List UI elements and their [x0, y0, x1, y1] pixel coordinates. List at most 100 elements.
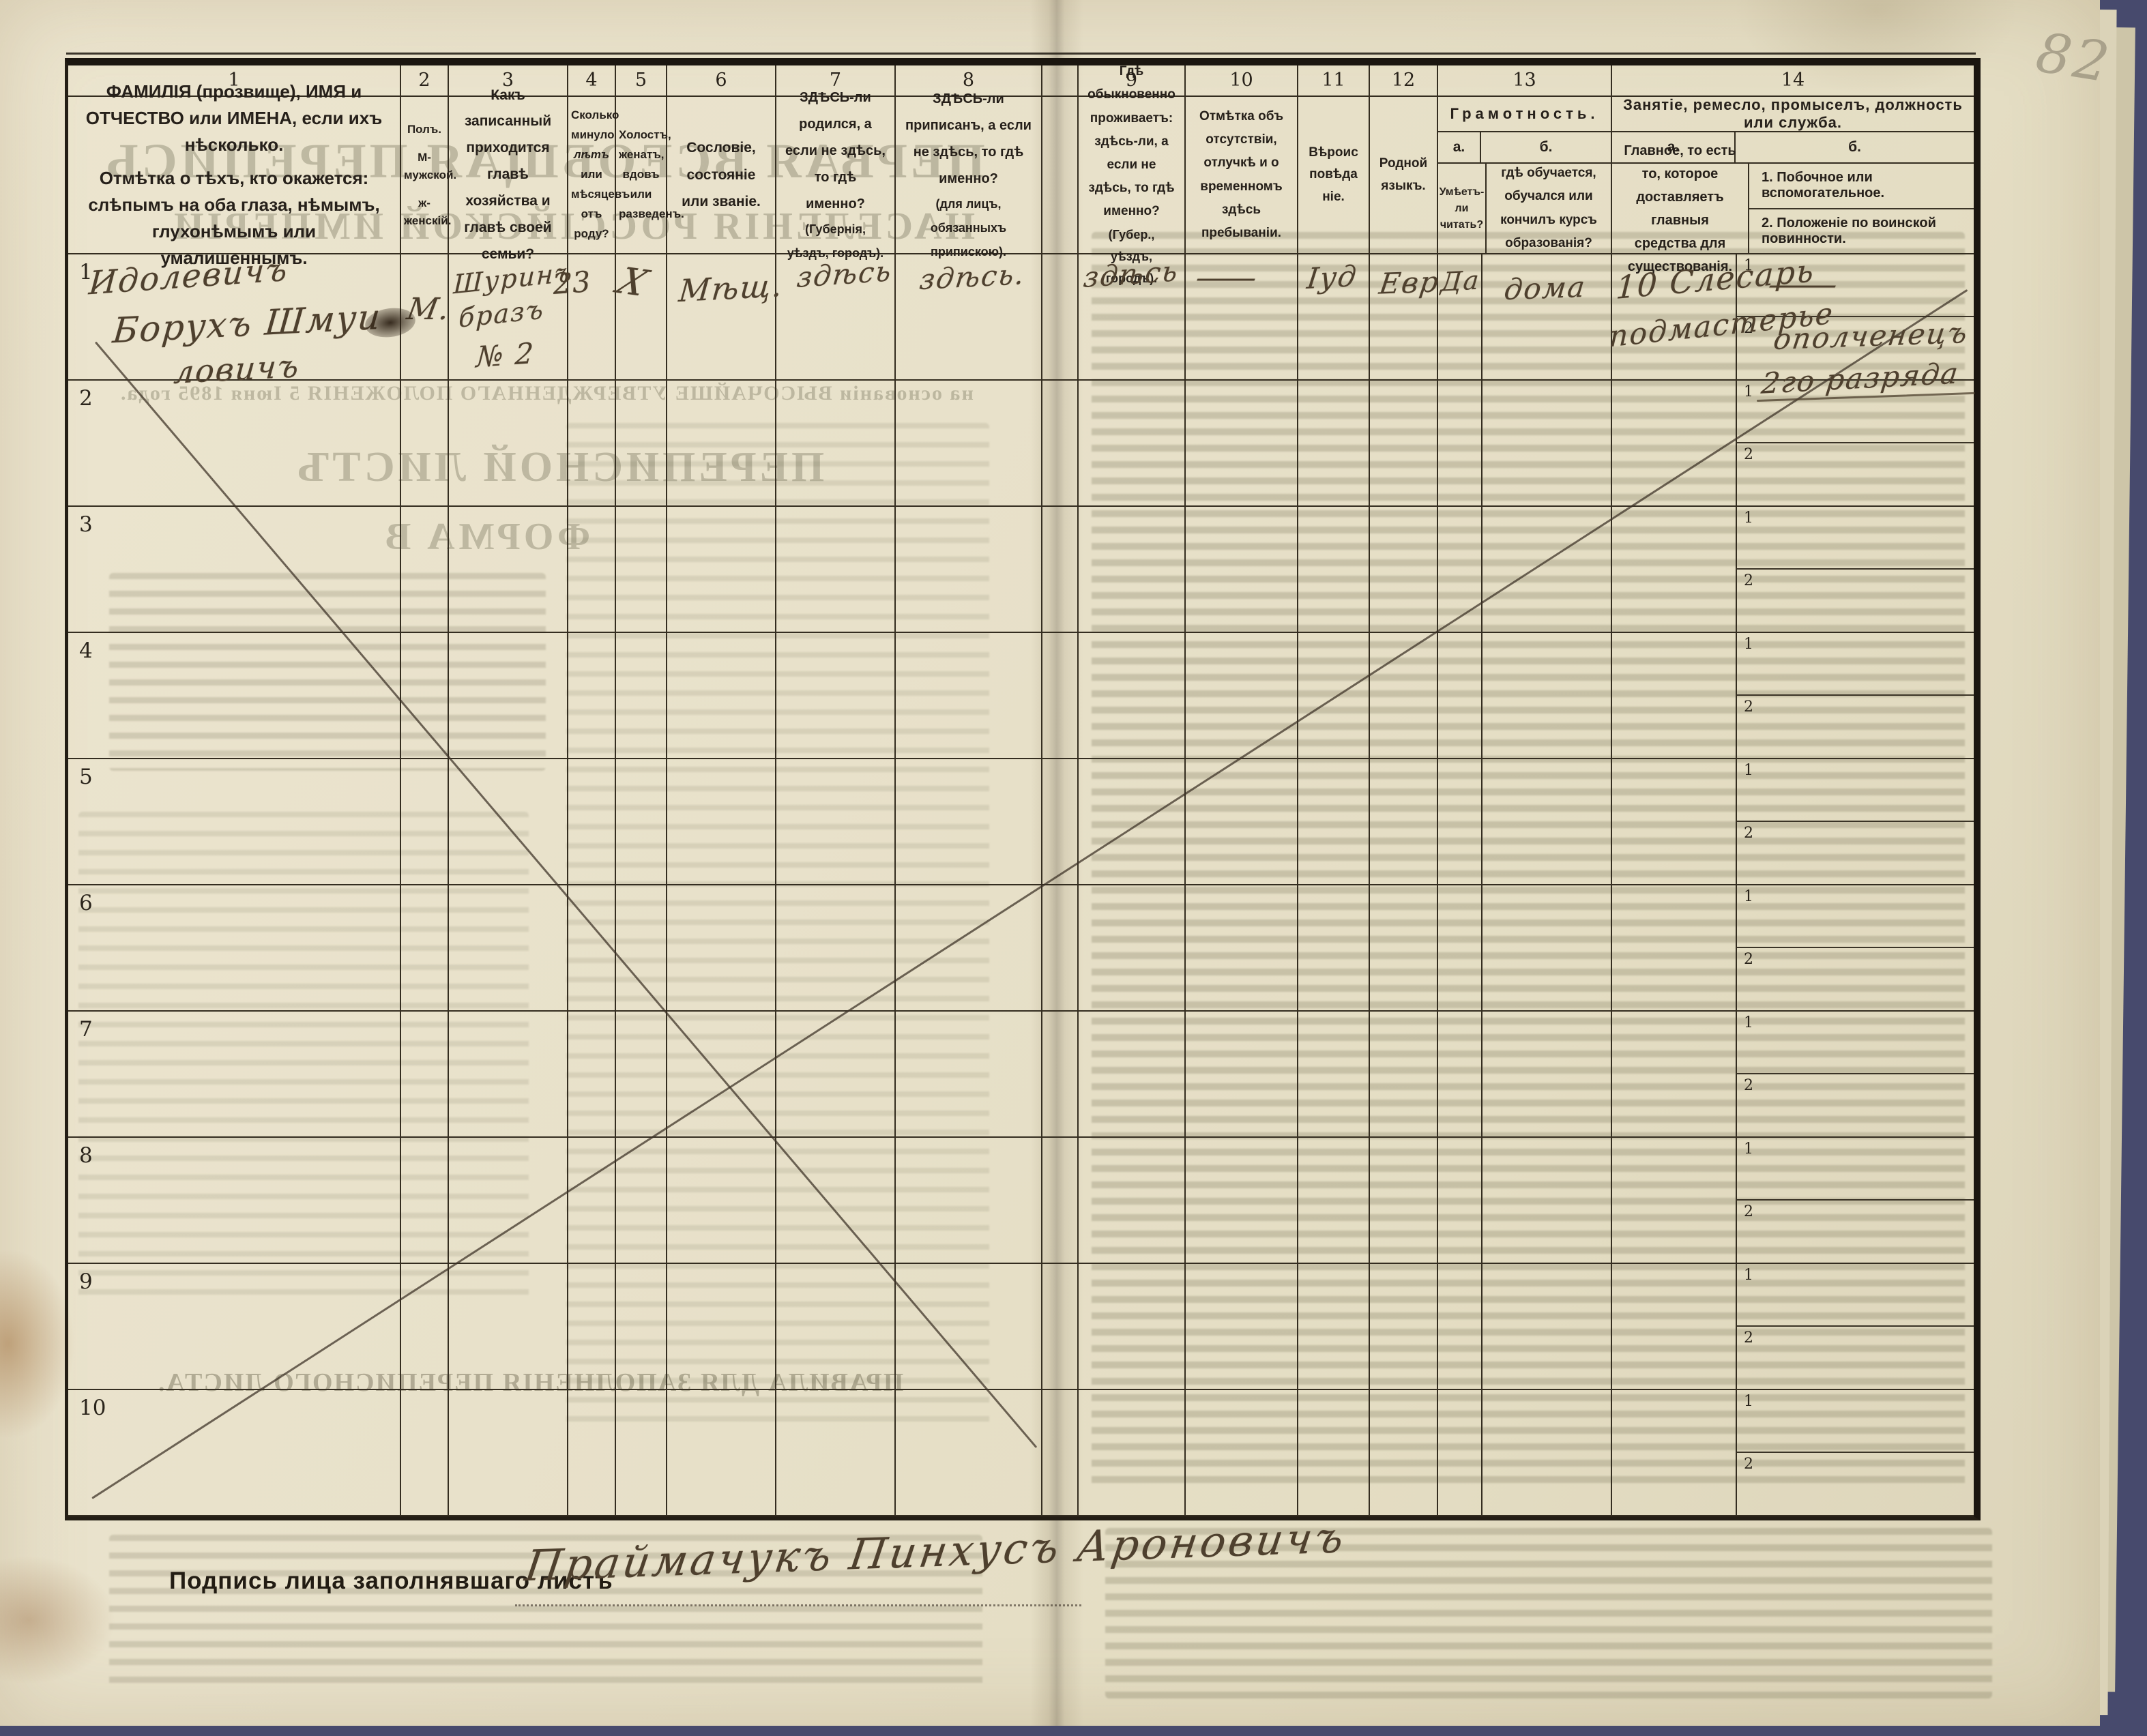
table-cell [1298, 507, 1370, 633]
table-cell [449, 885, 568, 1012]
column-2-female-code: ж-женскій. [404, 196, 452, 227]
table-cell [1612, 381, 1737, 507]
table-cell [1042, 507, 1079, 633]
table-cell [1079, 381, 1186, 507]
handwritten-relation: № 2 [475, 336, 536, 374]
name-cell-row-5: 5 [68, 759, 401, 885]
column-9-title: Гдѣ обыкновенно проживаетъ: здѣсь-ли, а … [1087, 64, 1175, 219]
table-cell [776, 381, 896, 507]
column-12-title: Родной языкъ. [1379, 156, 1428, 193]
bleedthrough-paragraphs [109, 1535, 982, 1692]
literacy-group-title: Грамотность. [1438, 97, 1611, 132]
table-cell [449, 1138, 568, 1264]
handwritten-religion: Іуд [1305, 259, 1360, 296]
table-cell [1483, 1390, 1612, 1516]
row-number: 3 [79, 512, 93, 537]
subrow-label: 1 [1744, 510, 1753, 527]
handwritten-language: Евр [1377, 265, 1442, 301]
column-13-header: Грамотность. а. б. Умѣетъ-ли читать? гдѣ… [1438, 97, 1612, 254]
occupation-side-item: 1. Побочное или вспомогательное. [1749, 164, 1974, 209]
table-cell [1298, 1390, 1370, 1516]
table-cell [568, 633, 616, 759]
table-cell [667, 885, 776, 1012]
subrow-label: 1 [1744, 888, 1753, 905]
table-cell [896, 381, 1042, 507]
table-cell [1298, 381, 1370, 507]
occupation-sub-a-text: Главное, то есть то, которое доставляетъ… [1612, 143, 1749, 274]
column-4-line: лѣтъ [573, 148, 610, 162]
table-cell [1186, 759, 1298, 885]
table-cell [667, 254, 776, 381]
table-cell [896, 1264, 1042, 1390]
table-cell [1298, 885, 1370, 1012]
table-cell [667, 507, 776, 633]
column-7-title: ЗДѢСЬ-ли родился, а если не здѣсь, то гд… [785, 89, 886, 211]
column-7-header: ЗДѢСЬ-ли родился, а если не здѣсь, то гд… [776, 90, 896, 260]
table-cell [896, 254, 1042, 381]
subrow-label: 1 [1744, 257, 1753, 274]
stain [1733, 0, 2019, 95]
table-cell [667, 633, 776, 759]
table-cell [616, 1264, 667, 1390]
pencil-sheet-number: 82 [2032, 20, 2116, 95]
column-11-header: Вѣроисповѣданіе. [1298, 97, 1370, 254]
table-cell [1186, 885, 1298, 1012]
subrow-label: 2 [1744, 445, 1753, 463]
subrow-label: 2 [1744, 950, 1753, 968]
table-cell [401, 507, 449, 633]
handwritten-residence: здѣсь [1081, 254, 1181, 295]
column-9-header: Гдѣ обыкновенно проживаетъ: здѣсь-ли, а … [1079, 64, 1186, 285]
table-cell [1079, 1012, 1186, 1138]
table-cell [1438, 1012, 1483, 1138]
table-cell [1298, 1264, 1370, 1390]
table-cell [1079, 1264, 1186, 1390]
table-cell [401, 1264, 449, 1390]
column-7-paren: (Губернія, уѣздъ, городъ). [787, 222, 884, 260]
table-cell [616, 759, 667, 885]
handwritten-birthplace: здѣсь [795, 254, 894, 295]
table-cell [1079, 759, 1186, 885]
table-cell [1370, 1390, 1438, 1516]
column-1-title: ФАМИЛІЯ (прозвище), ИМЯ и ОТЧЕСТВО или И… [85, 81, 383, 155]
name-cell-row-2: 2 [68, 381, 401, 507]
row-number: 7 [79, 1017, 93, 1042]
column-4-header: Сколько минуло лѣтъ или мѣсяцевъ отъ род… [568, 97, 630, 254]
subrow-label: 1 [1744, 762, 1753, 779]
table-cell [1042, 254, 1079, 381]
table-cell [1298, 254, 1370, 381]
name-cell-row-8: 8 [68, 1138, 401, 1264]
column-5-header: Холостъ, женатъ, вдовъ или разведенъ. [616, 97, 684, 254]
occupation-group-title: Занятіе, ремесло, промыселъ, должность и… [1612, 96, 1974, 132]
table-cell [1186, 1012, 1298, 1138]
table-cell [616, 381, 667, 507]
occupation-sub-b-label: б. [1848, 139, 1861, 155]
handwritten-education-place: дома [1502, 269, 1588, 307]
table-cell [1186, 633, 1298, 759]
census-table: 1 2 3 4 5 6 7 8 9 10 11 12 13 14 ФАМИЛІЯ… [65, 53, 1981, 1520]
table-cell [1370, 1138, 1438, 1264]
table-cell [1438, 507, 1483, 633]
table-cell [1370, 381, 1438, 507]
table-cell [1612, 1138, 1737, 1264]
column-5-title: Холостъ, женатъ, вдовъ или разведенъ. [619, 128, 684, 220]
table-cell [667, 1264, 776, 1390]
table-cell [1298, 759, 1370, 885]
table-cell [1079, 885, 1186, 1012]
column-number-9: 9 [1079, 65, 1186, 97]
table-cell [1612, 1264, 1737, 1390]
handwritten-absence-dash: — [1194, 261, 1258, 295]
table-cell [401, 254, 449, 381]
table-cell [1298, 1012, 1370, 1138]
table-cell [1483, 381, 1612, 507]
table-cell [667, 381, 776, 507]
bleedthrough-paragraphs [1092, 232, 1965, 1487]
table-cell [1438, 759, 1483, 885]
row-number: 1 [79, 260, 93, 284]
table-cell [1438, 1264, 1483, 1390]
signature-line [515, 1604, 1081, 1606]
subrow-label: 2 [1744, 319, 1753, 337]
